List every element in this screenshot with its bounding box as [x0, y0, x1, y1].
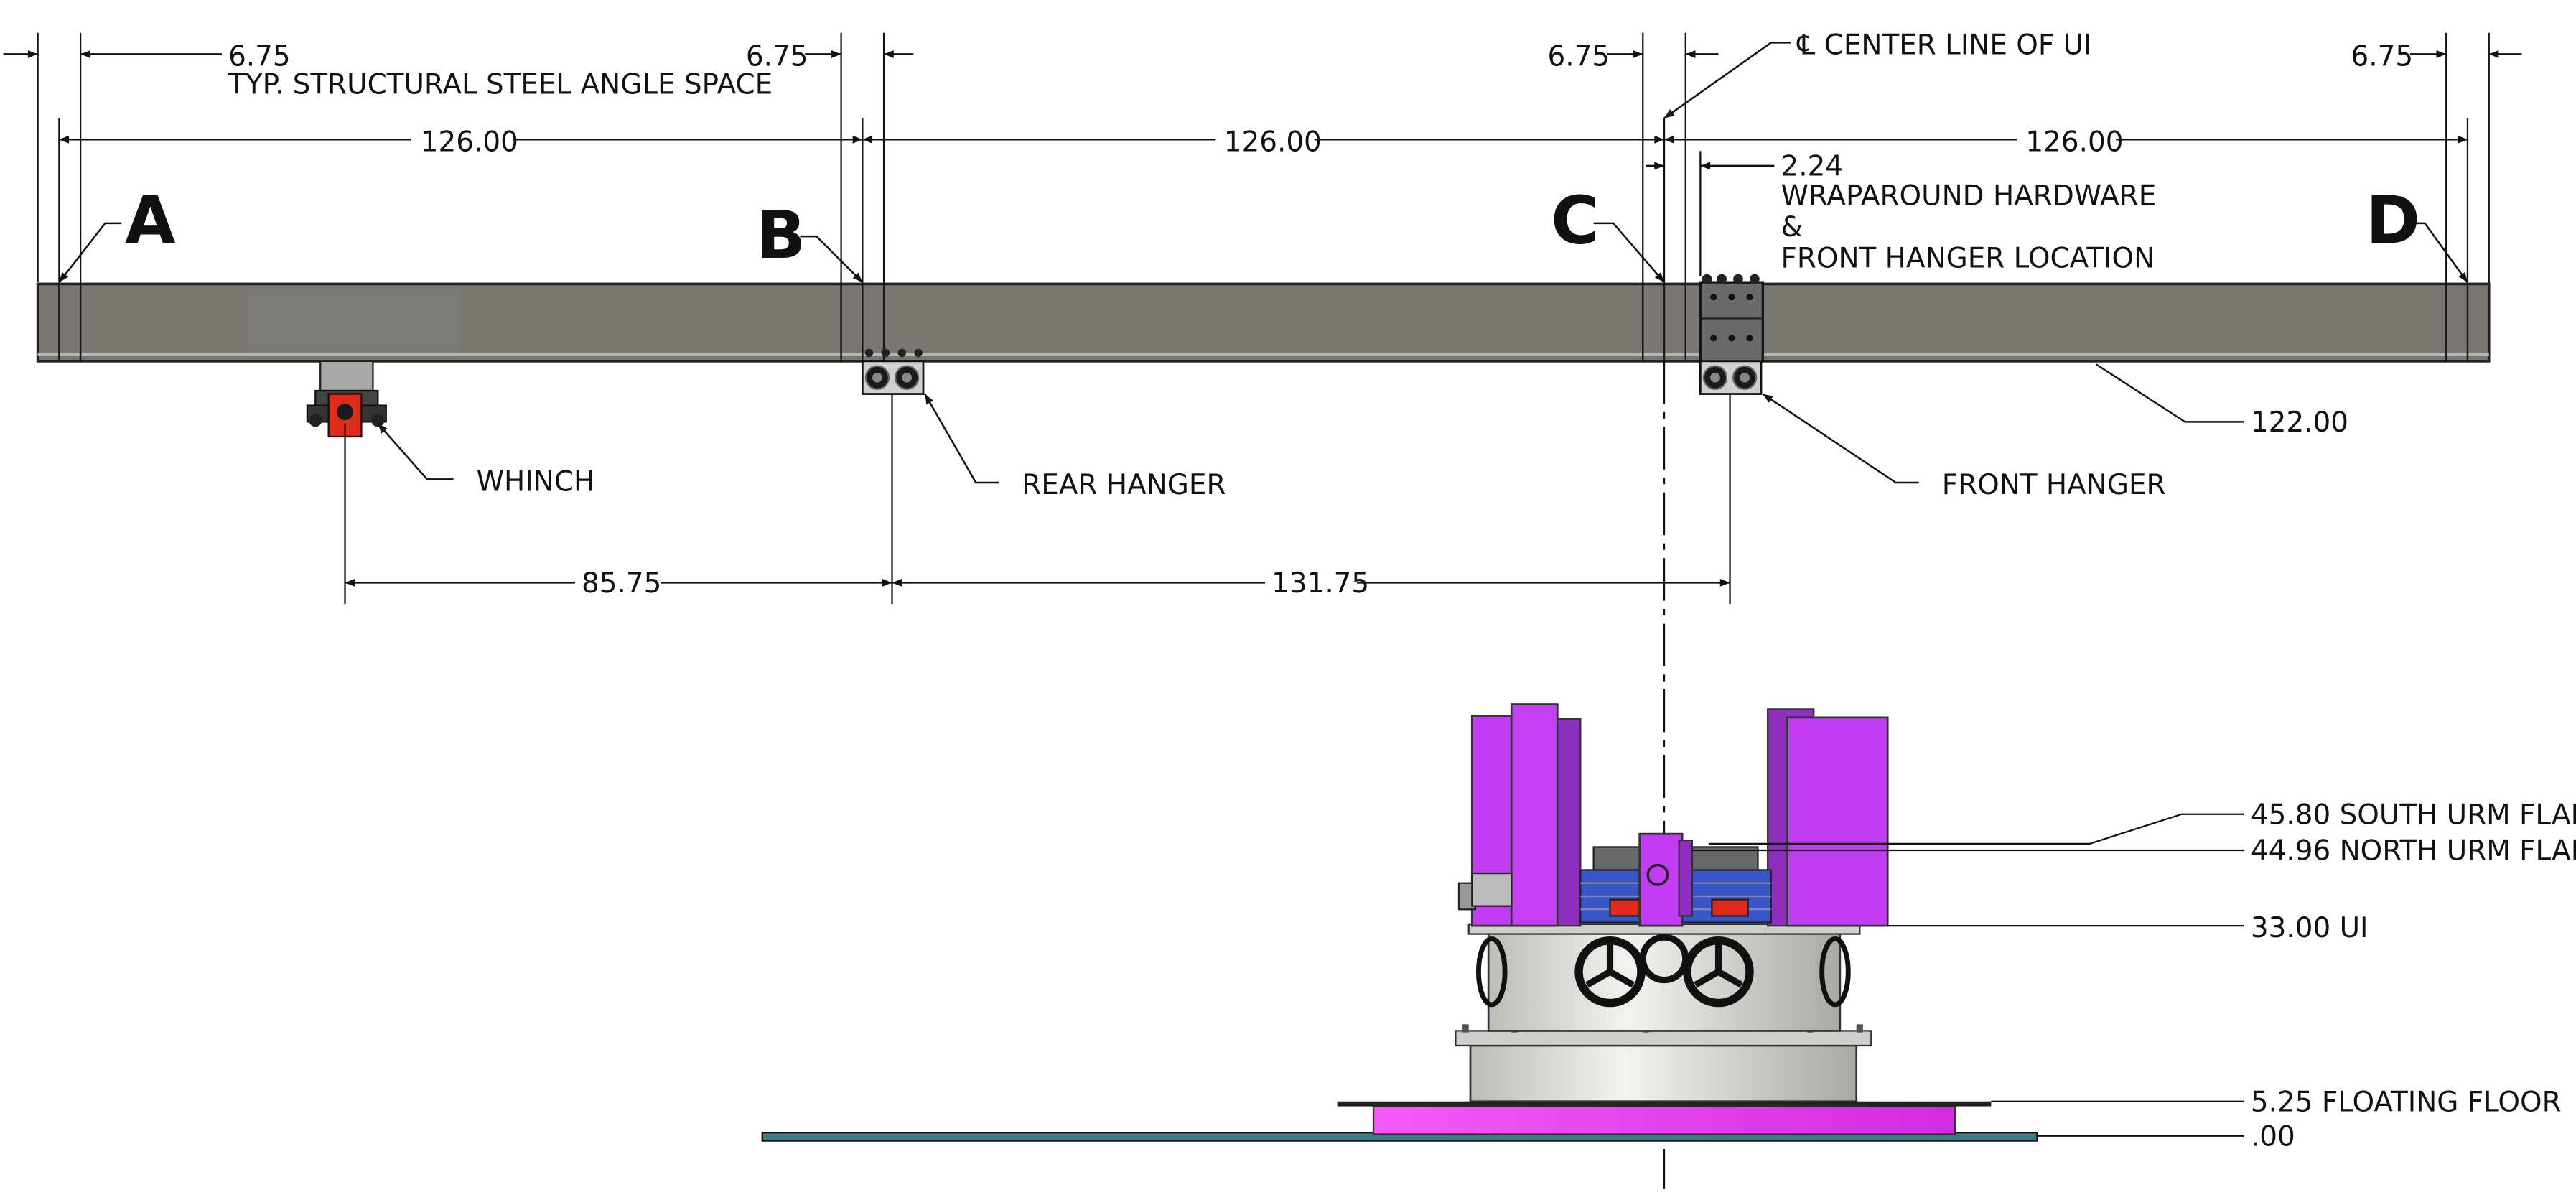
typ-structural-steel-label: TYP. STRUCTURAL STEEL ANGLE SPACE: [228, 68, 773, 101]
section-letter-c: C: [1551, 182, 1599, 259]
front-hanger-leader: [1762, 393, 1919, 484]
winch: [306, 360, 387, 438]
dim-126-a-label: 126.00: [421, 126, 518, 158]
section-a-leader: [58, 222, 122, 283]
dim-126-b-label: 126.00: [1224, 126, 1322, 158]
dim-6-75-a-label: 6.75: [228, 40, 291, 73]
handwheels: [1574, 934, 1754, 1008]
elevation-zero: .00: [2251, 1120, 2295, 1153]
elevation-leaders: [1691, 813, 2244, 1137]
wraparound-hardware-label: WRAPAROUND HARDWARE: [1781, 180, 2156, 213]
elevation-south-urm-flange: 45.80 SOUTH URM FLANGE: [2251, 799, 2576, 831]
dim-122-label: 122.00: [2251, 406, 2348, 439]
center-line-leader: [1663, 42, 1791, 119]
beam-height-leader: [2096, 363, 2244, 423]
lower-dimension-lines: [344, 394, 1731, 605]
elevation-floating-floor: 5.25 FLOATING FLOOR: [2251, 1086, 2562, 1118]
dim-126-c-label: 126.00: [2025, 126, 2123, 158]
ampersand-label: &: [1781, 211, 1802, 243]
section-c-leader: [1593, 222, 1665, 283]
rear-hanger-label: REAR HANGER: [1022, 469, 1226, 501]
whinch-leader: [377, 422, 454, 480]
rear-hanger-leader: [924, 393, 999, 484]
dim-6-75-c-label: 6.75: [1548, 40, 1610, 73]
front-hanger: [1699, 274, 1764, 395]
section-b-leader: [800, 235, 864, 284]
steel-beam: [36, 282, 2491, 363]
rear-hanger: [861, 348, 925, 395]
dim-85-75-label: 85.75: [582, 567, 661, 600]
whinch-label: WHINCH: [477, 465, 595, 498]
front-hanger-label: FRONT HANGER: [1942, 469, 2166, 501]
section-d-leader: [2408, 222, 2468, 283]
dim-131-75-label: 131.75: [1271, 567, 1369, 600]
elevation-ui: 33.00 UI: [2251, 912, 2369, 944]
elevation-north-urm-flange: 44.96 NORTH URM FLANGE: [2251, 835, 2576, 868]
front-hanger-location-label: FRONT HANGER LOCATION: [1781, 243, 2155, 275]
section-letter-d: D: [2366, 182, 2420, 259]
dim-6-75-d-label: 6.75: [2351, 40, 2414, 73]
unit-assembly: [761, 703, 2038, 1142]
center-line-label: ℄ CENTER LINE OF UI: [1796, 29, 2091, 61]
dim-2-24-label: 2.24: [1781, 151, 1843, 183]
dim-6-75-b-label: 6.75: [746, 40, 808, 73]
section-letter-b: B: [756, 197, 806, 274]
section-letter-a: A: [125, 182, 176, 259]
